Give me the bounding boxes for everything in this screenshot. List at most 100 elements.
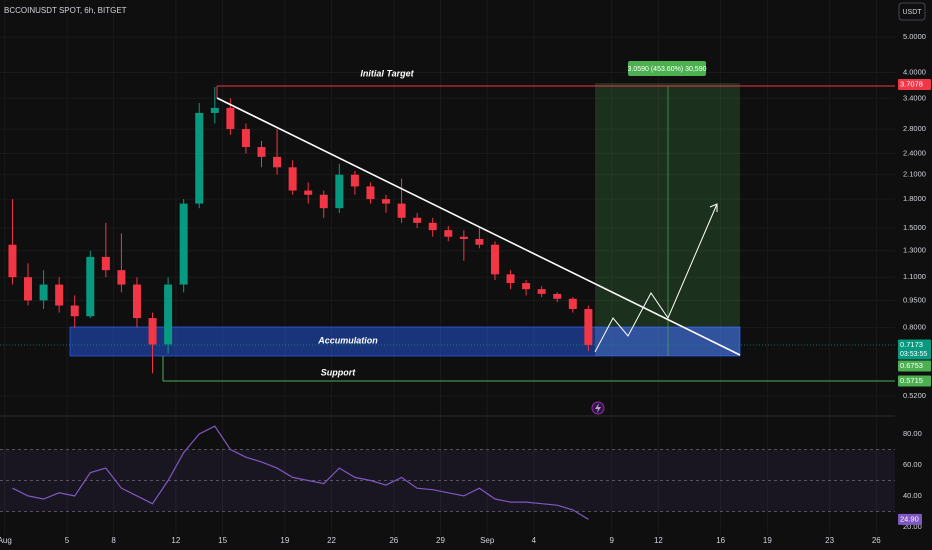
candle-body [70,305,79,317]
rsi-tick-label: 40.00 [903,491,922,500]
candle-body [506,274,515,284]
y-tick-label: 1.5000 [903,223,926,232]
price-label: 3.7078 [900,80,923,89]
price-label: 0.6753 [900,361,923,370]
x-tick-label: 22 [327,536,336,545]
candle-body [226,107,235,130]
y-tick-label: 2.1000 [903,170,926,179]
x-tick-label: 26 [389,536,398,545]
candle-body [444,230,453,237]
candle-body [195,112,204,204]
countdown: 03:53:55 [900,351,927,358]
x-tick-label: 23 [825,536,834,545]
candle-body [366,186,375,200]
currency: USDT [902,9,922,16]
candles [8,87,593,374]
x-tick-label: 8 [111,536,116,545]
candle-body [210,107,219,113]
price-label-bg [898,79,931,91]
x-tick-label: 12 [654,536,663,545]
candle-body [164,284,173,345]
candle-body [537,289,546,294]
y-tick-label: 0.9500 [903,295,926,304]
position-badge [628,61,706,76]
candle-body [55,284,64,306]
candle-body [413,217,422,223]
support-label: Support [321,367,356,377]
candle-body [335,174,344,209]
candle-body [132,284,141,319]
currency-button[interactable] [898,2,926,21]
candle-body [39,284,48,301]
y-tick-label: 2.4000 [903,148,926,157]
candle-body [117,270,126,285]
candle-body [584,309,593,345]
candle-body [553,293,562,299]
price-label: 0.7173 [900,340,923,349]
price-label: 0.5715 [900,376,923,385]
candle-body [257,147,266,157]
target-label: Initial Target [360,68,414,78]
candle-body [350,174,359,187]
accumulation-box [69,326,741,357]
x-tick-label: 19 [763,536,772,545]
candle-body [273,156,282,168]
candle-body [179,203,188,285]
rsi-tick-label: 20.00 [903,522,922,531]
y-tick-label: 0.8000 [903,323,926,332]
candle-body [319,194,328,209]
rsi-tick-label: 80.00 [903,429,922,438]
candle-body [475,238,484,245]
projection-path [594,203,718,353]
x-tick-label: 16 [716,536,725,545]
candle-body [522,283,531,290]
candle-body [101,256,110,271]
y-tick-label: 1.8000 [903,194,926,203]
x-tick-label: 5 [65,536,70,545]
candle-body [86,256,95,317]
candle-body [8,244,17,278]
candle-body [24,277,33,301]
position-text: 3.0590 (453.60%) 30,590 [627,66,706,73]
x-tick-label: 26 [872,536,881,545]
candle-body [382,199,391,204]
price-label-bg [898,375,931,387]
rsi-line [12,425,589,520]
projection-arrow [709,203,718,212]
candle-body [288,167,297,191]
symbol-title: BCCOINUSDT SPOT, 6h, BITGET [4,6,127,15]
y-tick-label: 1.1000 [903,272,926,281]
x-tick-label: Sep [480,536,495,545]
x-tick-label: 15 [218,536,227,545]
candle-body [397,203,406,218]
axes: 5.0000 4.0000 3.4000 2.8000 2.4000 2.1000 1.80… [0,22,932,550]
price-axis-bg [895,22,932,550]
x-tick-label: 19 [280,536,289,545]
x-tick-label: Aug [0,536,12,545]
entry-zone [595,327,740,356]
rsi-pane [0,425,898,528]
y-tick-label: 0.5200 [903,391,926,400]
candle-body [428,222,437,231]
rsi-label: 24.90 [900,514,919,523]
x-tick-label: 9 [609,536,614,545]
grid [0,0,895,535]
rsi-label-bg [898,513,922,525]
price-label-bg [898,339,931,360]
candle-body [459,236,468,239]
x-tick-label: 4 [532,536,537,545]
trendline [216,97,741,356]
y-tick-label: 1.3000 [903,246,926,255]
y-tick-label: 4.0000 [903,68,926,77]
candle-body [490,244,499,275]
y-tick-label: 5.0000 [903,32,926,41]
accumulation-label: Accumulation [317,335,378,345]
event-bolt [595,403,601,413]
profit-zone [595,83,740,327]
x-tick-label: 29 [436,536,445,545]
price-label-bg [898,360,931,372]
rsi-tick-label: 60.00 [903,460,922,469]
y-tick-label: 3.4000 [903,93,926,102]
candle-body [241,129,250,148]
